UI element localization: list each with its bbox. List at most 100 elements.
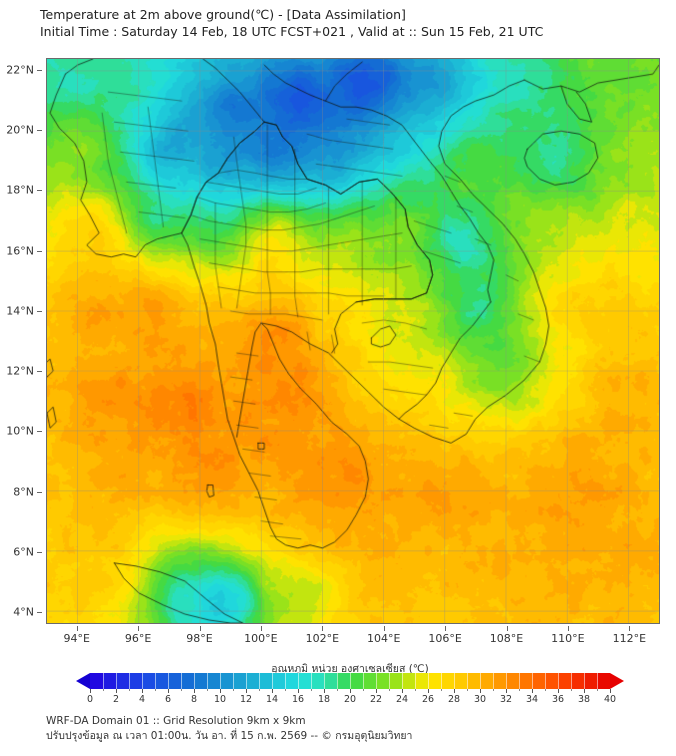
longitude-tick-label: 96°E <box>124 632 152 645</box>
colorbar-tick-label: 40 <box>603 694 617 705</box>
colorbar-band-separator <box>272 673 273 689</box>
colorbar-major-tick <box>168 689 169 693</box>
colorbar-over-arrow-icon <box>610 673 624 689</box>
longitude-tick <box>383 626 385 631</box>
colorbar-band-separator <box>311 673 312 689</box>
colorbar-major-tick <box>90 689 91 693</box>
latitude-tick-label: 18°N <box>6 183 34 197</box>
colorbar-band-separator <box>220 673 221 689</box>
colorbar-band-separator <box>363 673 364 689</box>
colorbar-tick-label: 4 <box>138 694 146 705</box>
longitude-tick-label: 108°E <box>489 632 524 645</box>
colorbar-minor-tick <box>545 689 546 691</box>
colorbar-band-separator <box>493 673 494 689</box>
colorbar-band-separator <box>454 673 455 689</box>
longitude-tick <box>199 626 201 631</box>
colorbar-tick-label: 16 <box>291 694 305 705</box>
longitude-tick <box>445 626 447 631</box>
colorbar-major-tick <box>376 689 377 693</box>
colorbar-major-tick <box>220 689 221 693</box>
colorbar-tick-label: 22 <box>369 694 383 705</box>
latitude-tick <box>37 371 42 373</box>
colorbar-major-tick <box>194 689 195 693</box>
colorbar-major-tick <box>610 689 611 693</box>
temperature-map[interactable] <box>46 58 660 624</box>
colorbar-tick-label: 12 <box>239 694 253 705</box>
colorbar-tick-label: 10 <box>213 694 227 705</box>
latitude-tick <box>37 310 42 312</box>
page-title: Temperature at 2m above ground(℃) - [Dat… <box>40 7 406 22</box>
colorbar-band-separator <box>506 673 507 689</box>
colorbar-tick-label: 0 <box>86 694 94 705</box>
latitude-tick <box>37 70 42 72</box>
colorbar-band-separator <box>324 673 325 689</box>
colorbar-major-tick <box>532 689 533 693</box>
colorbar-tick-label: 14 <box>265 694 279 705</box>
longitude-tick-label: 102°E <box>305 632 340 645</box>
latitude-tick-label: 12°N <box>6 364 34 378</box>
colorbar-tick-label: 6 <box>164 694 172 705</box>
longitude-tick-label: 112°E <box>612 632 647 645</box>
colorbar-minor-tick <box>519 689 520 691</box>
longitude-tick <box>260 626 262 631</box>
colorbar-minor-tick <box>467 689 468 691</box>
colorbar-tick-label: 8 <box>190 694 198 705</box>
colorbar-major-tick <box>584 689 585 693</box>
latitude-tick-label: 8°N <box>13 485 34 499</box>
longitude-tick <box>322 626 324 631</box>
colorbar-major-tick <box>272 689 273 693</box>
colorbar-tick-label: 34 <box>525 694 539 705</box>
longitude-tick <box>567 626 569 631</box>
colorbar-band-separator <box>155 673 156 689</box>
latitude-tick <box>37 431 42 433</box>
colorbar-band-separator <box>428 673 429 689</box>
colorbar-minor-tick <box>389 689 390 691</box>
colorbar-major-tick <box>454 689 455 693</box>
longitude-tick-label: 110°E <box>551 632 585 645</box>
colorbar-band-separator <box>441 673 442 689</box>
longitude-tick-label: 100°E <box>244 632 278 645</box>
colorbar-minor-tick <box>597 689 598 691</box>
colorbar-band-separator <box>142 673 143 689</box>
colorbar-major-tick <box>246 689 247 693</box>
latitude-tick-label: 4°N <box>13 605 34 619</box>
colorbar-major-tick <box>298 689 299 693</box>
colorbar-band-separator <box>129 673 130 689</box>
colorbar-tick-label: 2 <box>112 694 120 705</box>
colorbar-minor-tick <box>285 689 286 691</box>
colorbar-band-separator <box>207 673 208 689</box>
colorbar-tick-label: 26 <box>421 694 435 705</box>
longitude-tick-label: 106°E <box>428 632 462 645</box>
colorbar-band-separator <box>181 673 182 689</box>
colorbar-minor-tick <box>571 689 572 691</box>
latitude-tick <box>37 130 42 132</box>
colorbar-band-separator <box>389 673 390 689</box>
colorbar-major-tick <box>428 689 429 693</box>
colorbar-tick-label: 32 <box>499 694 513 705</box>
colorbar-ticks: 0 2 4 6 8 10 12 14 16 18 20 22 24 26 28 30 32 34 36 38 40 <box>86 689 616 707</box>
longitude-tick-label: 104°E <box>366 632 401 645</box>
colorbar-block: อุณหภูมิ หน่วย องศาเซลเซียส (℃) 0 2 4 6 8 10 1… <box>40 660 660 708</box>
colorbar-band-separator <box>194 673 195 689</box>
colorbar-major-tick <box>116 689 117 693</box>
colorbar-band-separator <box>467 673 468 689</box>
colorbar-minor-tick <box>441 689 442 691</box>
latitude-tick-label: 22°N <box>6 63 34 77</box>
colorbar[interactable] <box>76 673 624 689</box>
colorbar-band-separator <box>415 673 416 689</box>
longitude-tick <box>76 626 78 631</box>
colorbar-major-tick <box>402 689 403 693</box>
colorbar-tick-label: 18 <box>317 694 331 705</box>
colorbar-tick-label: 38 <box>577 694 591 705</box>
colorbar-minor-tick <box>129 689 130 691</box>
latitude-tick-label: 10°N <box>6 424 34 438</box>
colorbar-minor-tick <box>155 689 156 691</box>
colorbar-major-tick <box>558 689 559 693</box>
latitude-tick <box>37 250 42 252</box>
latitude-tick <box>37 611 42 613</box>
colorbar-band-separator <box>103 673 104 689</box>
colorbar-band-separator <box>519 673 520 689</box>
colorbar-band-separator <box>402 673 403 689</box>
longitude-tick <box>629 626 631 631</box>
colorbar-tick-label: 28 <box>447 694 461 705</box>
